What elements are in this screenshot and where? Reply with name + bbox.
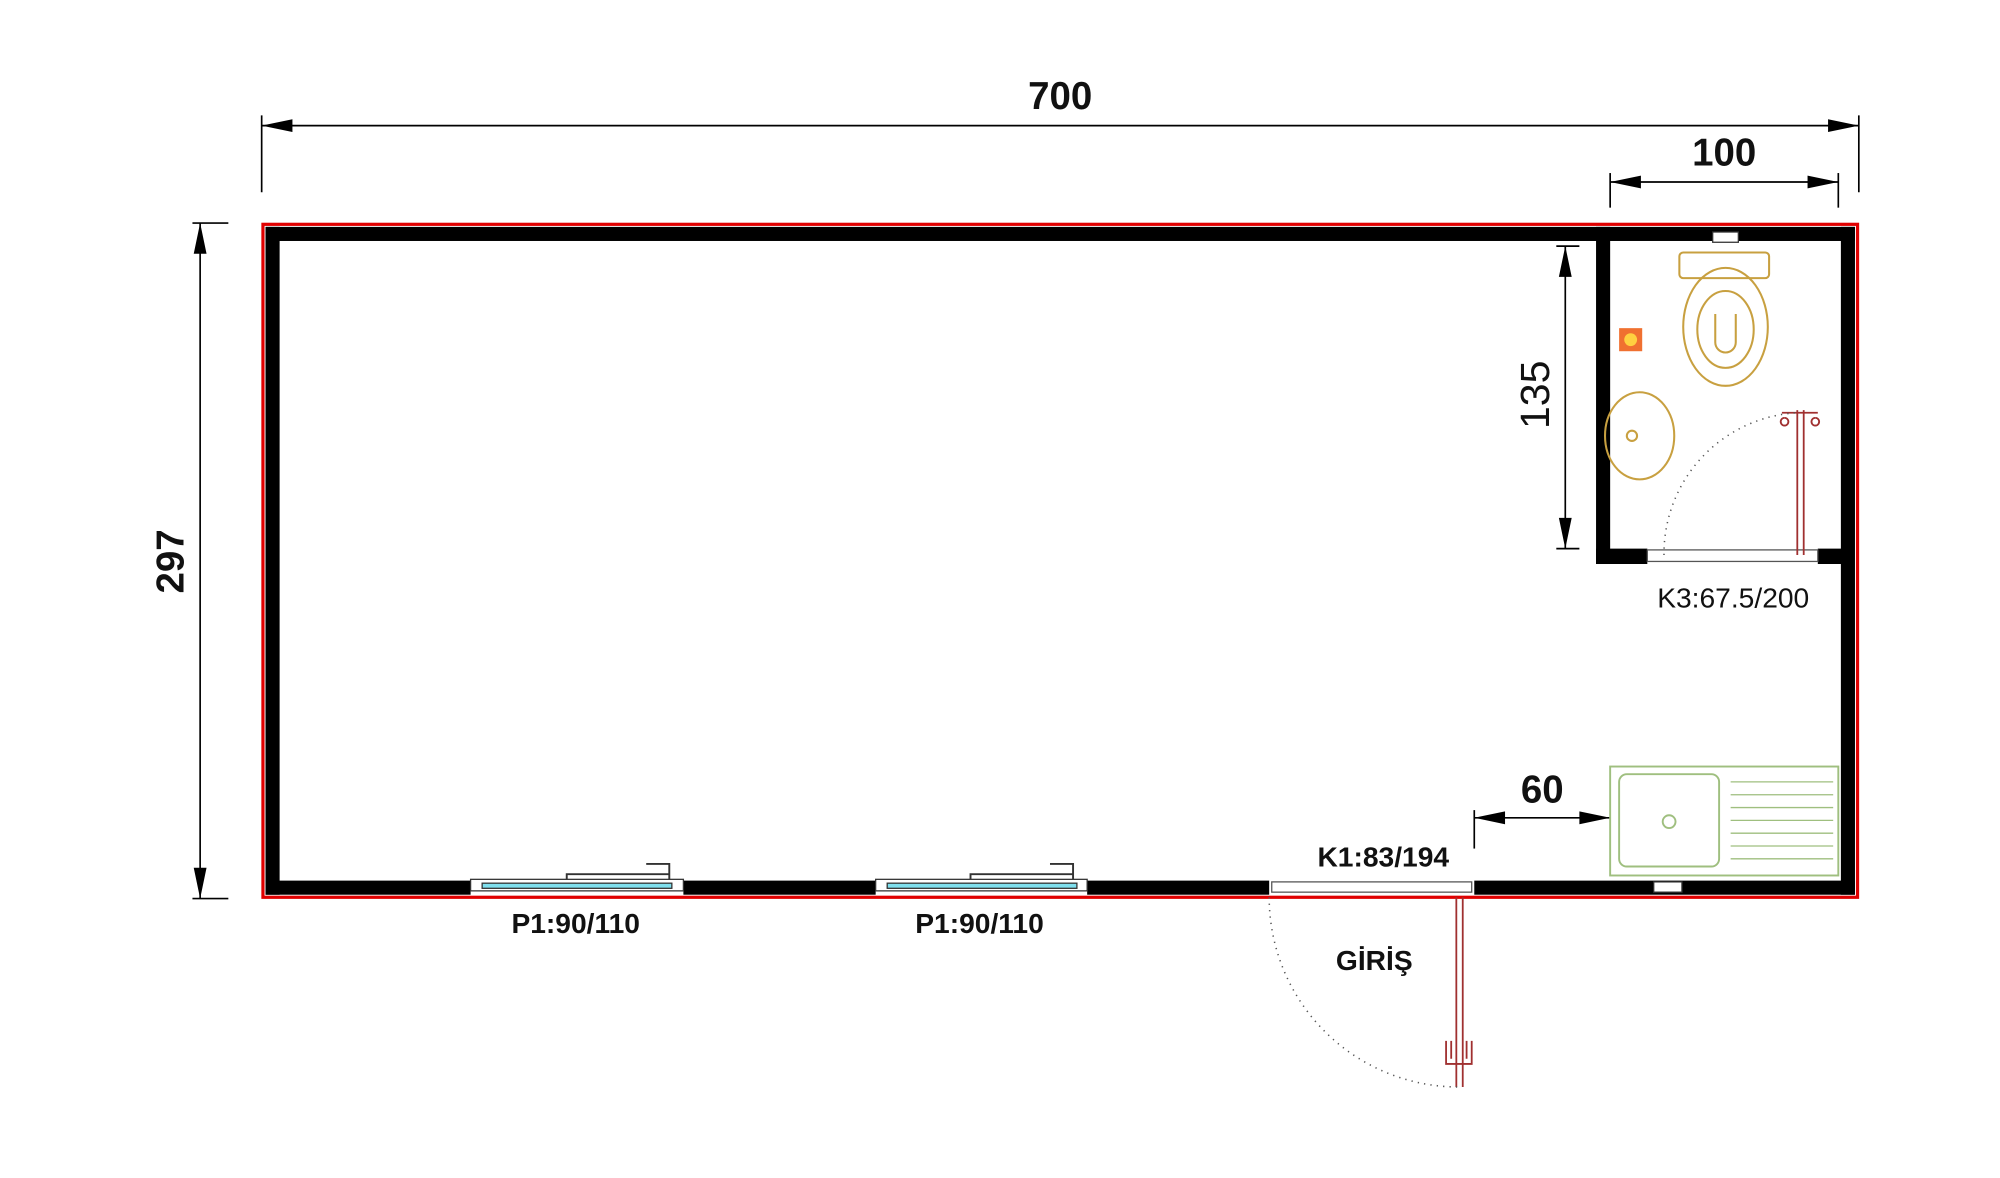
dimension-label: 297 xyxy=(149,529,192,593)
door-label: K3:67.5/200 xyxy=(1657,581,1809,613)
windows xyxy=(469,862,1088,892)
dimension-label: 135 xyxy=(1512,361,1558,429)
doors xyxy=(1268,410,1821,1088)
dimension-label: 100 xyxy=(1692,131,1756,174)
dimension-label: 700 xyxy=(1028,75,1092,118)
door-label: K1:83/194 xyxy=(1317,840,1449,872)
walls xyxy=(261,222,1860,899)
entrance-label: GİRİŞ xyxy=(1336,944,1413,976)
window-label: P1:90/110 xyxy=(511,907,640,939)
dimension-lines xyxy=(192,115,1860,900)
fixtures xyxy=(1603,231,1840,893)
window-label: P1:90/110 xyxy=(915,907,1044,939)
dimension-label: 60 xyxy=(1521,768,1564,811)
